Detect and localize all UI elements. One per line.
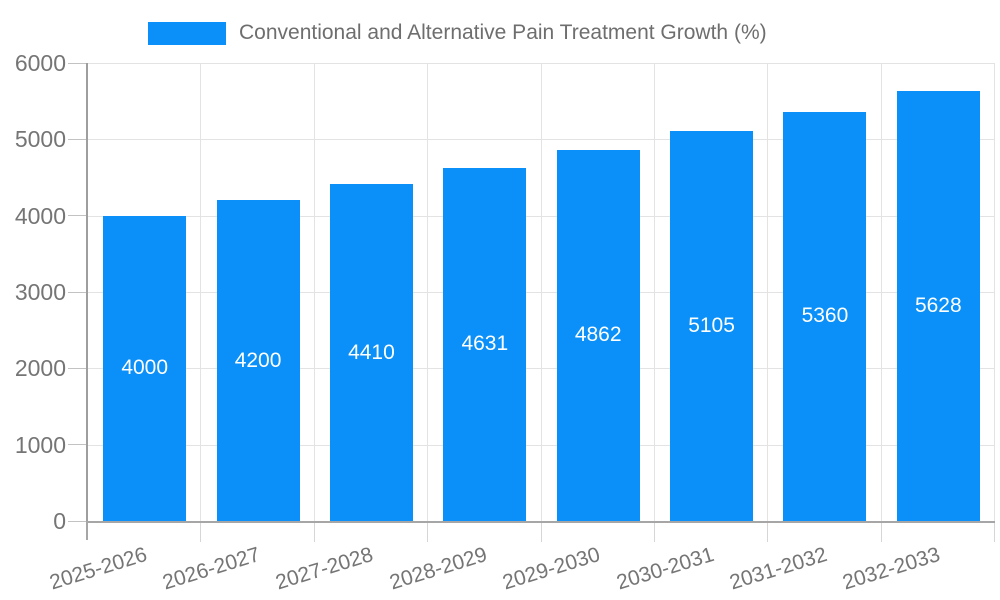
legend-swatch: [148, 21, 226, 45]
y-axis-tick: [68, 138, 86, 140]
horizontal-gridline: [88, 63, 995, 64]
vertical-gridline: [994, 63, 995, 521]
y-axis-tick: [68, 444, 86, 446]
x-axis-tick: [880, 523, 882, 542]
vertical-gridline: [427, 63, 429, 521]
y-axis-tick-label: 6000: [14, 50, 66, 76]
y-axis-tick-label: 3000: [14, 279, 66, 305]
bar[interactable]: 4200: [216, 200, 300, 521]
y-axis-tick: [68, 367, 86, 369]
vertical-gridline: [313, 63, 315, 521]
bar-value-label: 4862: [574, 323, 622, 347]
vertical-gridline: [653, 63, 655, 521]
x-axis-tick: [994, 523, 995, 542]
y-axis-tick: [68, 520, 86, 522]
legend-label: Conventional and Alternative Pain Treatm…: [239, 21, 767, 44]
horizontal-gridline: [88, 444, 995, 446]
bar-value-label: 4000: [121, 356, 169, 380]
y-axis-tick-label: 1000: [14, 431, 66, 458]
horizontal-gridline: [88, 368, 995, 370]
bar-value-label: 4200: [234, 348, 282, 372]
bar[interactable]: 4000: [103, 215, 187, 521]
x-axis-tick: [200, 523, 202, 542]
bar[interactable]: 5628: [896, 91, 980, 521]
bar[interactable]: 4631: [443, 167, 527, 521]
x-axis-tick: [540, 523, 542, 542]
y-axis-tick-label: 0: [53, 508, 66, 534]
bar[interactable]: 4862: [556, 149, 640, 521]
y-axis-tick: [68, 215, 86, 217]
bar-value-label: 5105: [688, 314, 735, 338]
legend-item[interactable]: Conventional and Alternative Pain Treatm…: [148, 21, 767, 45]
y-axis-tick: [68, 291, 86, 293]
bar-value-label: 5360: [801, 304, 849, 328]
x-axis-tick: [313, 523, 315, 542]
horizontal-gridline: [88, 139, 995, 141]
bar-value-label: 5628: [914, 294, 962, 318]
y-axis-tick-label: 5000: [14, 126, 66, 153]
y-axis-tick: [68, 62, 86, 64]
bar[interactable]: 5360: [783, 111, 867, 521]
y-axis-tick-label: 2000: [14, 355, 66, 382]
x-axis-tick: [86, 521, 88, 540]
vertical-gridline: [540, 63, 542, 521]
bar-value-label: 4631: [461, 332, 509, 356]
bar[interactable]: 4410: [329, 184, 413, 521]
horizontal-gridline: [88, 292, 995, 293]
horizontal-gridline: [88, 215, 995, 217]
vertical-gridline: [200, 63, 202, 521]
x-axis-tick: [767, 523, 769, 542]
bar-value-label: 4410: [348, 340, 395, 364]
plot-area: 4000 4200 4410 4631 4862 5105 5360 5628: [68, 62, 995, 542]
vertical-gridline: [880, 63, 882, 521]
bar[interactable]: 5105: [670, 131, 754, 521]
vertical-gridline: [767, 63, 769, 521]
x-axis-tick: [653, 523, 655, 542]
x-axis-tick: [427, 523, 429, 542]
y-axis-tick-label: 4000: [14, 202, 66, 229]
